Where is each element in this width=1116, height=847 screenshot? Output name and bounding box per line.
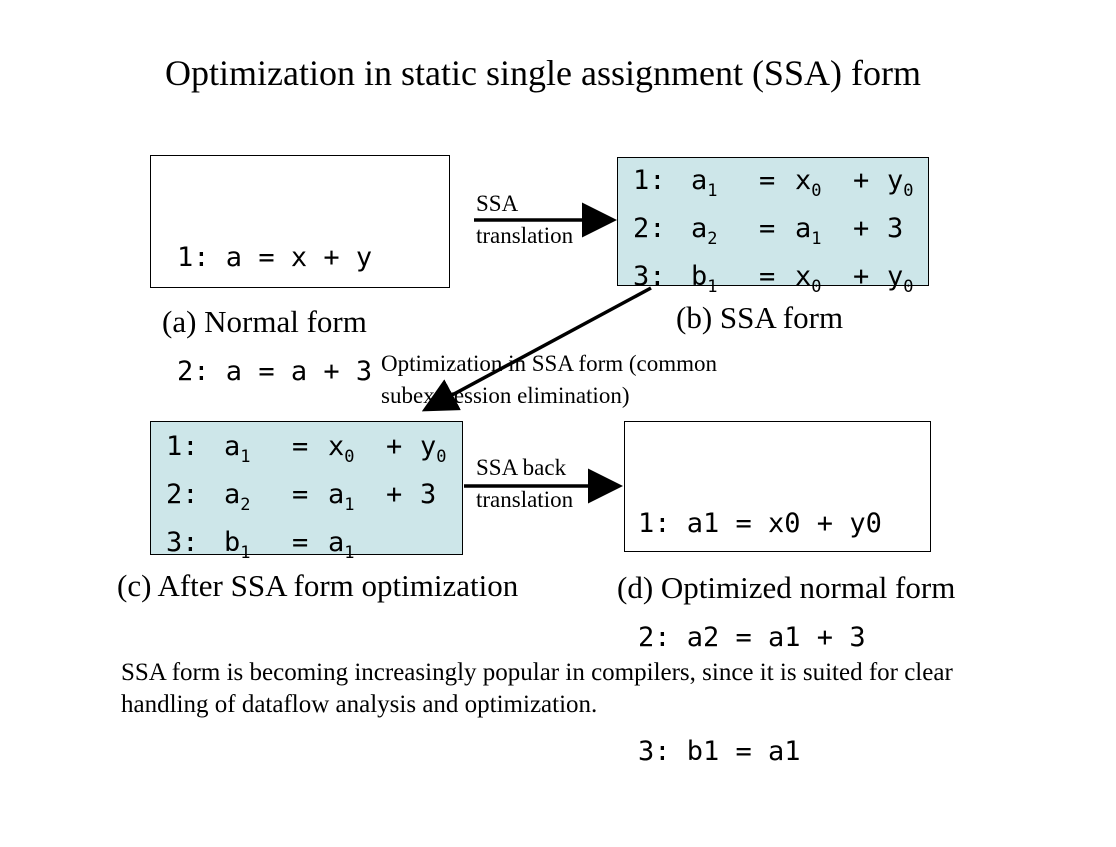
slide-title: Optimization in static single assignment… [165,53,921,93]
code-line: 2: a2 = a1 +3 [633,213,904,249]
optimized-normal-caption: (d) Optimized normal form [617,570,956,605]
normal-form-caption: (a) Normal form [162,304,367,339]
arrow-layer [421,202,652,504]
optimized-normal-code: 1: a1 = x0 + y0 2: a2 = a1 + 3 3: b1 = a… [638,429,882,847]
optimization-arrow [421,286,652,412]
code-line: 2: a2 = a1 + 3 [638,622,866,653]
code-line: 1: a1 = x0 + y0 [638,508,882,539]
code-line: 2: a = a + 3 [177,356,373,387]
code-line: 1: a1 = x0 + y0 [166,431,447,467]
code-line: 1: a = x + y [177,242,373,273]
optimized-normal-box: 1: a1 = x0 + y0 2: a2 = a1 + 3 3: b1 = a… [624,421,931,767]
code-line: 2: a2 = a1 +3 [166,479,437,515]
ssa-form-caption: (b) SSA form [676,300,844,335]
optimized-ssa-box [150,421,463,555]
optimized-ssa-code: 1: a1 = x0 + y0 2: a2 = a1 +3 3: b1 = a1 [166,428,470,572]
optimization-label: Optimization in SSA form (common subexpr… [381,351,718,408]
ssa-form-box [617,157,929,286]
code-line: 1: a1 = x0 + y0 [633,165,914,201]
code-line: 3: b1 = x0 + y0 [633,261,914,297]
footnote-text: SSA form is becoming increasingly popula… [121,659,953,718]
ssa-translation-label: SSA translation [476,191,574,248]
code-line: 3: b1 = a1 [166,527,355,563]
optimized-ssa-caption: (c) After SSA form optimization [117,568,519,603]
ssa-form-code: 1: a1 = x0 + y0 2: a2 = a1 +3 3: b1 = x0 + y0 [633,162,937,306]
ssa-back-translation-label: SSA back translation [476,455,574,512]
